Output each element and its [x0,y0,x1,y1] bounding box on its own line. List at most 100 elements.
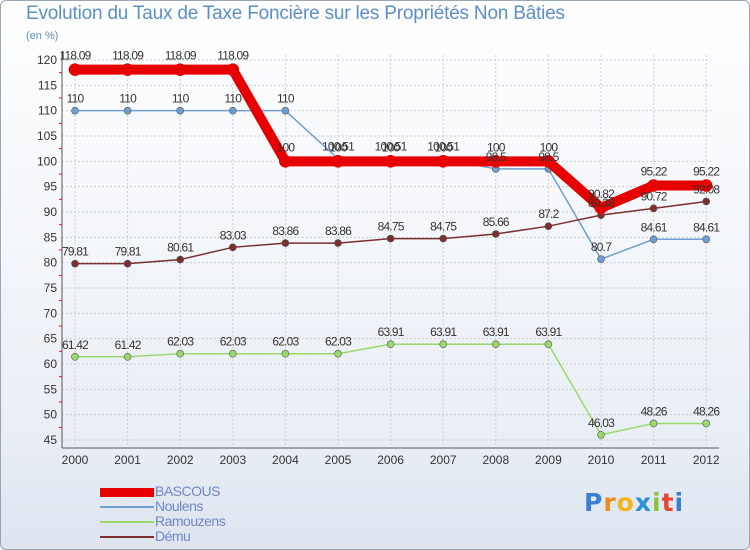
data-labels: 110 110 110 110 110 100.51 100.51 100.51 98.5 98.… [59,49,721,430]
x-tick-label: 2005 [325,453,352,467]
data-point-ramouzens [229,349,237,358]
data-label: 85.66 [483,215,510,229]
logo-letter: r [603,488,617,517]
data-point-ramouzens [386,340,395,348]
y-tick-label: 120 [37,53,57,67]
data-point-d-mu [544,222,553,230]
legend-swatch [100,487,154,497]
x-tick-label: 2004 [272,453,299,467]
data-point-d-mu [386,234,395,243]
data-label: 98.5 [486,150,507,164]
y-tick-label: 105 [37,129,57,143]
data-point-ramouzens [176,349,184,358]
data-label: 61.42 [115,338,142,352]
data-label: 100.51 [322,140,355,154]
x-tick-label: 2002 [167,453,194,467]
data-point-bascous [647,179,660,192]
data-point-ramouzens [71,353,79,361]
data-label: 63.91 [378,325,405,339]
data-label: 95.22 [641,165,668,179]
data-label: 110 [277,92,295,106]
x-tick-label: 2007 [430,453,457,467]
proxiti-logo: Proxiti [584,488,684,517]
data-point-ramouzens [544,340,553,348]
data-point-ramouzens [649,419,658,428]
data-label: 80.61 [167,241,194,255]
data-point-bascous [331,155,345,168]
legend-label: Noulens [155,498,203,514]
data-point-bascous [436,155,450,168]
data-label: 62.03 [167,335,194,349]
y-tick-label: 100 [37,154,57,168]
data-label: 100 [277,140,296,154]
data-point-noulens [597,255,605,263]
data-label: 110 [224,92,242,106]
data-label: 100.51 [427,140,460,154]
y-tick-label: 70 [44,306,58,320]
data-label: 100 [540,140,559,154]
data-point-bascous [489,155,503,168]
data-label: 61.42 [62,338,89,352]
legend-label: Ramouzens [155,513,226,529]
data-point-ramouzens [334,349,342,358]
data-point-d-mu [229,243,237,252]
logo-letter: P [584,488,604,517]
data-point-d-mu [439,234,448,243]
legend-label: Dému [155,528,191,544]
data-label: 80.7 [591,240,612,254]
data-label: 100 [487,140,506,154]
axes: 45 50 55 60 65 70 75 80 85 90 95 100 105 110 115 120 200… [37,52,720,467]
data-label: 84.61 [693,220,720,234]
data-label: 62.03 [272,335,299,349]
data-label: 62.03 [220,335,247,349]
series-lines [68,63,713,439]
data-label: 100 [382,140,401,154]
data-point-ramouzens [491,340,500,348]
legend-swatch [100,521,154,523]
data-label: 110 [119,92,137,106]
data-label: 83.03 [220,228,247,242]
logo-letter: i [674,488,685,517]
data-point-ramouzens [439,340,448,348]
data-point-noulens [71,106,79,115]
data-label: 63.91 [430,325,457,339]
data-label: 87.2 [538,207,559,221]
data-point-ramouzens [597,430,605,439]
data-point-ramouzens [702,419,711,428]
data-point-bascous [68,63,82,76]
logo-letter: t [661,488,675,517]
y-tick-label: 65 [44,332,58,346]
logo-letter: i [652,488,662,517]
data-point-bascous [594,201,608,215]
data-label: 83.86 [325,224,352,238]
data-point-d-mu [71,259,79,268]
data-label: 90.72 [641,189,668,203]
data-point-d-mu [281,239,290,247]
data-label: 89.38 [588,196,615,210]
grid [62,55,712,445]
data-label: 83.86 [272,224,299,238]
y-tick-label: 60 [44,357,58,371]
data-label: 118.09 [112,49,144,63]
data-label: 62.03 [325,335,352,349]
data-label: 98.5 [538,150,559,164]
data-point-d-mu [176,255,184,264]
y-unit-label: (en %) [26,30,59,42]
y-tick-label: 75 [44,281,58,295]
data-point-ramouzens [281,349,290,358]
data-label: 92.08 [693,182,720,196]
y-tick-label: 55 [44,382,58,396]
data-point-bascous [279,155,292,168]
data-label: 84.75 [430,220,457,234]
x-tick-label: 2010 [588,453,615,467]
data-point-noulens [281,106,290,115]
x-tick-label: 2000 [62,453,89,467]
data-point-bascous [226,63,240,76]
data-point-noulens [649,235,658,244]
y-tick-label: 90 [44,205,58,219]
data-label: 110 [67,92,85,106]
data-point-d-mu [649,204,658,213]
x-tick-label: 2003 [219,453,246,467]
x-tick-label: 2008 [482,453,509,467]
